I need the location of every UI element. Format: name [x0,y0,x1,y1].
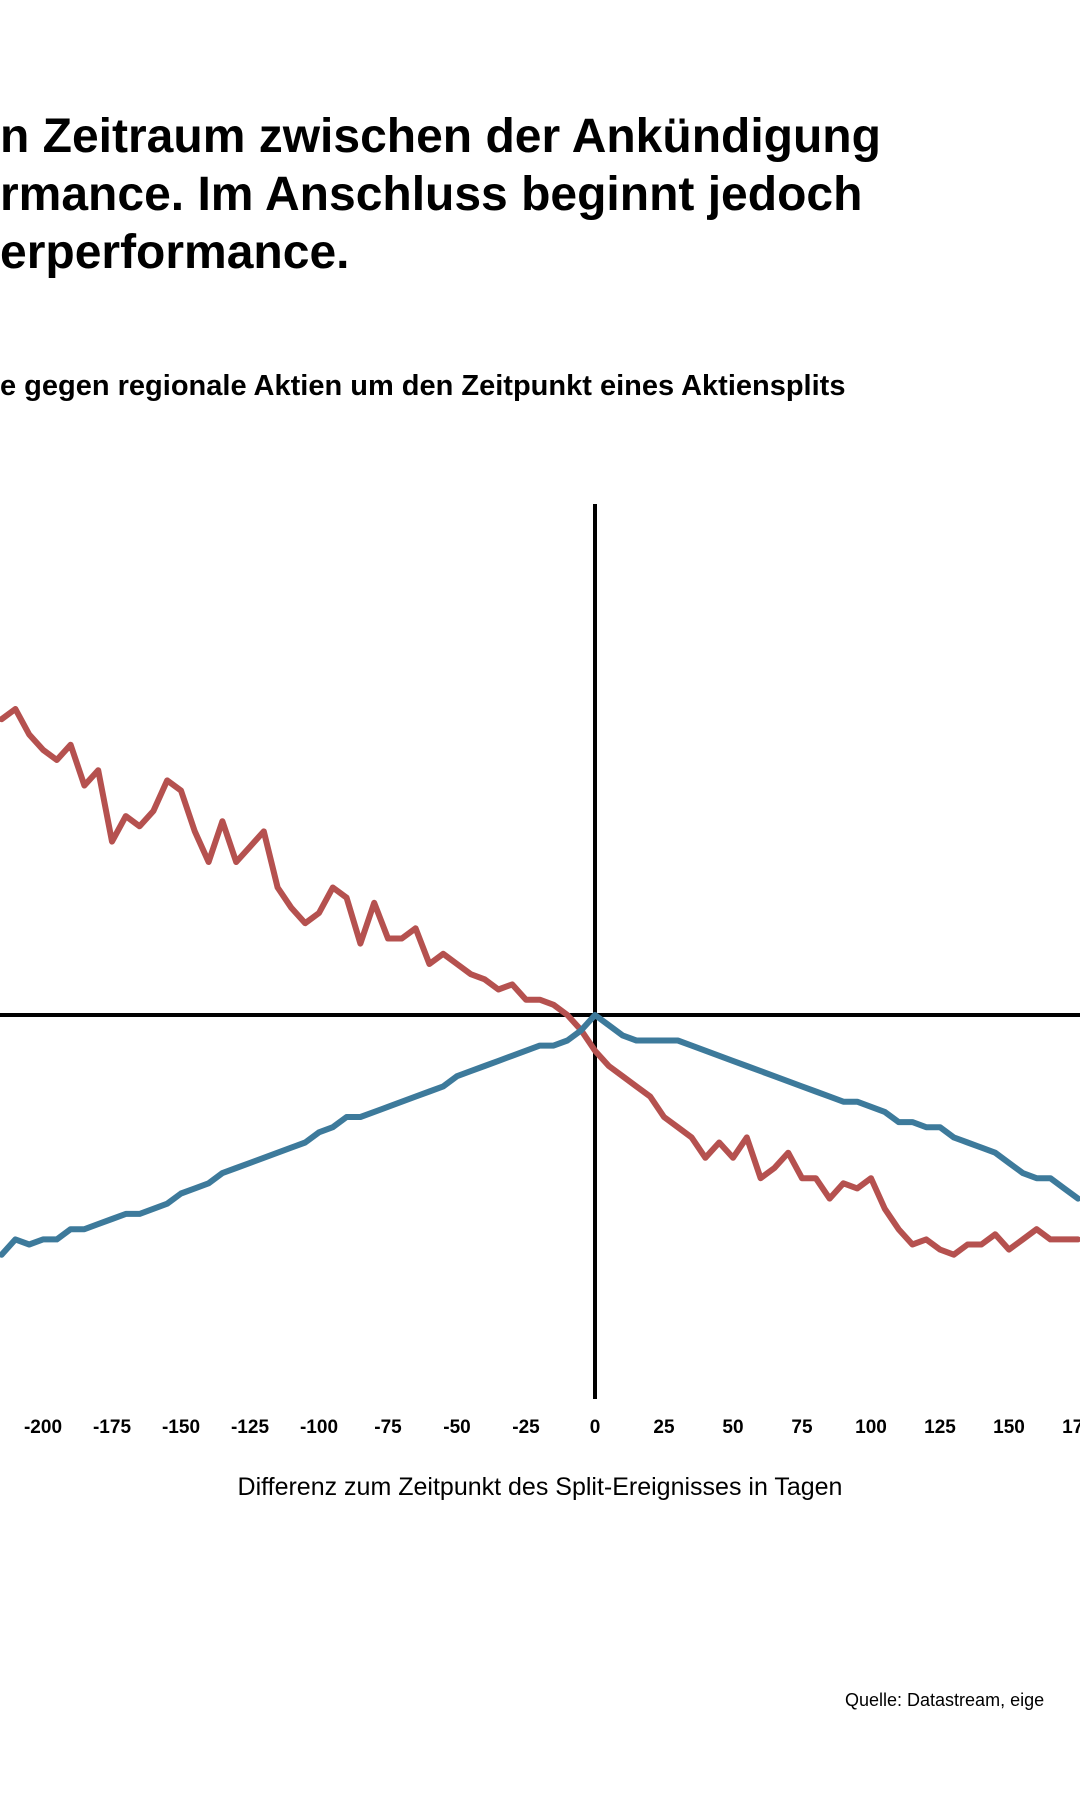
series-layer [0,706,1080,1258]
axes [0,504,1080,1399]
x-axis-label-wrap: Differenz zum Zeitpunkt des Split-Ereign… [0,1473,1080,1502]
x-tick-labels: -225-200-175-150-125-100-75-50-250255075… [24,1417,1080,1438]
source-note: Quelle: Datastream, eige [845,1690,1045,1710]
series-line-1 [0,706,1080,1258]
x-tick-label: 125 [924,1417,956,1438]
x-tick-label: 75 [791,1417,813,1438]
headline-line-1: n Zeitraum zwischen der Ankündigung [0,110,881,163]
x-tick-label: -125 [231,1417,269,1438]
headline: n Zeitraum zwischen der Ankündigung rman… [0,108,1080,282]
x-tick-label: 0 [590,1417,601,1438]
x-tick-label: 50 [722,1417,743,1438]
x-axis-label: Differenz zum Zeitpunkt des Split-Ereign… [237,1473,843,1501]
x-tick-label: 175 [1062,1417,1080,1438]
x-tick-label: -175 [93,1417,131,1438]
line-chart: -225-200-175-150-125-100-75-50-250255075… [0,504,1080,1438]
x-tick-label: 150 [993,1417,1025,1438]
headline-line-2: rmance. Im Anschluss beginnt jedoch [0,168,863,221]
x-tick-label: -50 [443,1417,470,1438]
x-tick-label: -25 [512,1417,540,1438]
x-tick-label: -75 [374,1417,402,1438]
x-tick-label: -150 [162,1417,200,1438]
headline-line-3: erperformance. [0,226,350,279]
x-tick-label: -100 [300,1417,338,1438]
chart-subtitle: e gegen regionale Aktien um den Zeitpunk… [0,370,846,402]
x-tick-label: -200 [24,1417,62,1438]
x-tick-label: 100 [855,1417,887,1438]
x-tick-label: 25 [653,1417,675,1438]
series-line-2 [0,1012,1080,1258]
